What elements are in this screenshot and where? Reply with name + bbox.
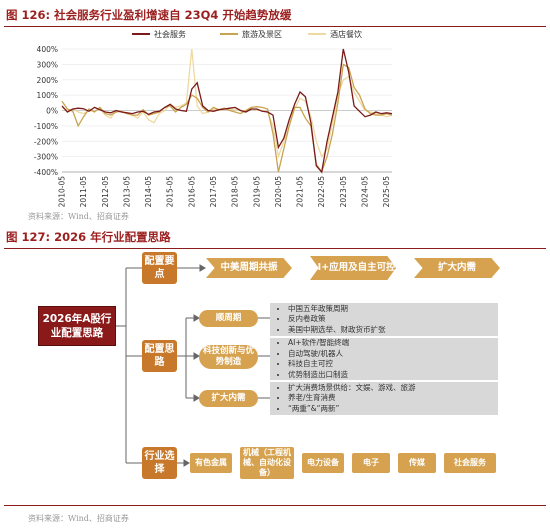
y-tick-label: 300% [37, 60, 58, 69]
bottom-divider [4, 505, 546, 506]
figure-127-title: 图 127: 2026 年行业配置思路 [4, 228, 546, 249]
legend-label: 社会服务 [154, 29, 186, 39]
figure-126-source: 资料来源：Wind、招商证券 [28, 212, 129, 221]
x-tick-label: 2024-05 [360, 176, 369, 208]
key-points-label: 配置要点 [142, 252, 177, 284]
allocation-diagram: 2026年A股行业配置思路 配置要点 中美周期共振 AI+应用及自主可控 扩大内… [0, 248, 550, 506]
root-box: 2026年A股行业配置思路 [38, 306, 116, 346]
x-tick-label: 2018-05 [231, 176, 240, 208]
x-tick-label: 2016-05 [187, 176, 196, 208]
legend-label: 旅游及景区 [242, 29, 282, 39]
industry-media: 传媒 [398, 453, 436, 473]
y-tick-label: 0% [46, 107, 58, 116]
x-axis-ticks: 2010-05 2011-05 2012-05 2013-05 2014-05 2015-… [58, 176, 392, 208]
idea-3-bullet: 扩大消费场景供给：文娱、游戏、旅游 [288, 383, 416, 394]
x-tick-label: 2022-05 [317, 176, 326, 208]
x-tick-label: 2014-05 [144, 176, 153, 208]
idea-2-details: AI+软件/智能终端 自动驾驶/机器人 科技自主可控 优势制造出口制造 [270, 338, 498, 380]
idea-domestic-demand: 扩大内需 [199, 390, 258, 407]
idea-2-bullet: AI+软件/智能终端 [288, 338, 349, 349]
chart-series-lines [61, 48, 393, 174]
diagram-connectors [116, 264, 270, 467]
industry-social-services: 社会服务 [444, 453, 496, 473]
key-point-1: 中美周期共振 [206, 258, 292, 278]
idea-procyclical: 顺周期 [199, 310, 258, 327]
key-point-3: 扩大内需 [414, 258, 500, 278]
y-tick-label: -100% [34, 122, 58, 131]
figure-127-number: 图 127: [6, 230, 51, 244]
x-tick-label: 2021-05 [296, 176, 305, 208]
figure-126-title: 图 126: 社会服务行业盈利增速自 23Q4 开始趋势放缓 [4, 6, 546, 27]
idea-1-bullet: 反内卷政策 [288, 314, 386, 325]
idea-3-bullet: 养老/生育消费 [288, 393, 416, 404]
y-tick-label: -400% [34, 168, 58, 177]
x-tick-label: 2025-05 [382, 176, 391, 208]
legend-label: 酒店餐饮 [330, 29, 362, 39]
y-tick-label: -200% [34, 137, 58, 146]
y-tick-label: 200% [37, 76, 58, 85]
industry-machinery: 机械（工程机械、自动化设备） [240, 447, 294, 479]
series-line [61, 63, 393, 174]
series-line [61, 48, 393, 174]
figure-127-source: 资料来源：Wind、招商证券 [28, 514, 129, 523]
figure-127-text: 2026 年行业配置思路 [54, 230, 171, 244]
y-tick-label: 100% [37, 91, 58, 100]
y-tick-label: -300% [34, 153, 58, 162]
x-tick-label: 2023-05 [339, 176, 348, 208]
chart-gridlines [62, 48, 392, 173]
idea-2-bullet: 自动驾驶/机器人 [288, 349, 349, 360]
figure-126-text: 社会服务行业盈利增速自 23Q4 开始趋势放缓 [54, 8, 292, 22]
idea-3-bullet: “两重”&“两新” [288, 404, 416, 415]
idea-3-details: 扩大消费场景供给：文娱、游戏、旅游 养老/生育消费 “两重”&“两新” [270, 382, 498, 415]
industry-nonferrous: 有色金属 [190, 453, 232, 473]
y-tick-label: 400% [37, 45, 58, 54]
figure-126-number: 图 126: [6, 8, 51, 22]
chart-legend: 社会服务 旅游及景区 酒店餐饮 [132, 29, 362, 39]
industry-label: 行业选择 [142, 447, 177, 479]
series-line [61, 48, 393, 160]
industry-power-equipment: 电力设备 [302, 453, 344, 473]
y-axis-ticks: 400% 300% 200% 100% 0% -100% -200% -300% -400% [34, 45, 58, 177]
idea-2-bullet: 优势制造出口制造 [288, 370, 349, 381]
x-tick-label: 2015-05 [166, 176, 175, 208]
idea-1-bullet: 美国中期选举、财政货币扩张 [288, 325, 386, 336]
key-point-2: AI+应用及自主可控 [310, 256, 396, 280]
idea-2-bullet: 科技自主可控 [288, 359, 349, 370]
x-tick-label: 2020-05 [274, 176, 283, 208]
industry-electronics: 电子 [352, 453, 390, 473]
x-tick-label: 2013-05 [122, 176, 131, 208]
idea-1-details: 中国五年政策周期 反内卷政策 美国中期选举、财政货币扩张 [270, 303, 498, 336]
x-tick-label: 2019-05 [252, 176, 261, 208]
ideas-label: 配置思路 [142, 340, 177, 372]
idea-tech-innovation: 科技创新与优势制造 [199, 345, 258, 369]
x-tick-label: 2017-05 [209, 176, 218, 208]
x-tick-label: 2011-05 [79, 176, 88, 208]
idea-1-bullet: 中国五年政策周期 [288, 304, 386, 315]
x-tick-label: 2010-05 [58, 176, 67, 208]
x-tick-label: 2012-05 [101, 176, 110, 208]
profit-growth-line-chart: 社会服务 旅游及景区 酒店餐饮 400% 300% 200% 100% 0% -100% -20… [34, 29, 393, 208]
